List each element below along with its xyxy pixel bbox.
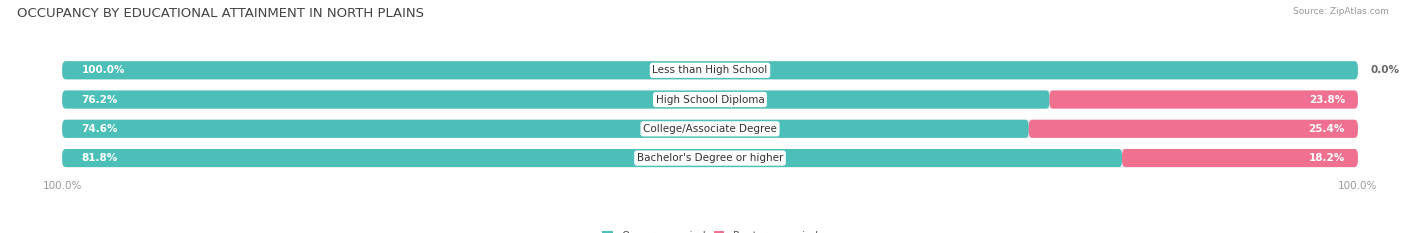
Text: High School Diploma: High School Diploma [655,95,765,105]
FancyBboxPatch shape [1029,120,1358,138]
FancyBboxPatch shape [1049,90,1358,109]
Text: Source: ZipAtlas.com: Source: ZipAtlas.com [1294,7,1389,16]
Text: 100.0%: 100.0% [82,65,125,75]
FancyBboxPatch shape [62,61,1358,79]
Text: 18.2%: 18.2% [1309,153,1346,163]
FancyBboxPatch shape [62,120,1358,138]
FancyBboxPatch shape [62,120,1029,138]
Text: 76.2%: 76.2% [82,95,118,105]
Text: Bachelor's Degree or higher: Bachelor's Degree or higher [637,153,783,163]
Text: Less than High School: Less than High School [652,65,768,75]
Text: 74.6%: 74.6% [82,124,118,134]
FancyBboxPatch shape [62,61,1358,79]
Text: 25.4%: 25.4% [1309,124,1346,134]
Text: 0.0%: 0.0% [1371,65,1400,75]
FancyBboxPatch shape [62,90,1358,109]
FancyBboxPatch shape [62,149,1122,167]
Text: 23.8%: 23.8% [1309,95,1346,105]
FancyBboxPatch shape [1122,149,1358,167]
Legend: Owner-occupied, Renter-occupied: Owner-occupied, Renter-occupied [602,231,818,233]
Text: OCCUPANCY BY EDUCATIONAL ATTAINMENT IN NORTH PLAINS: OCCUPANCY BY EDUCATIONAL ATTAINMENT IN N… [17,7,423,20]
Text: College/Associate Degree: College/Associate Degree [643,124,778,134]
FancyBboxPatch shape [62,90,1049,109]
Text: 81.8%: 81.8% [82,153,118,163]
FancyBboxPatch shape [62,149,1358,167]
